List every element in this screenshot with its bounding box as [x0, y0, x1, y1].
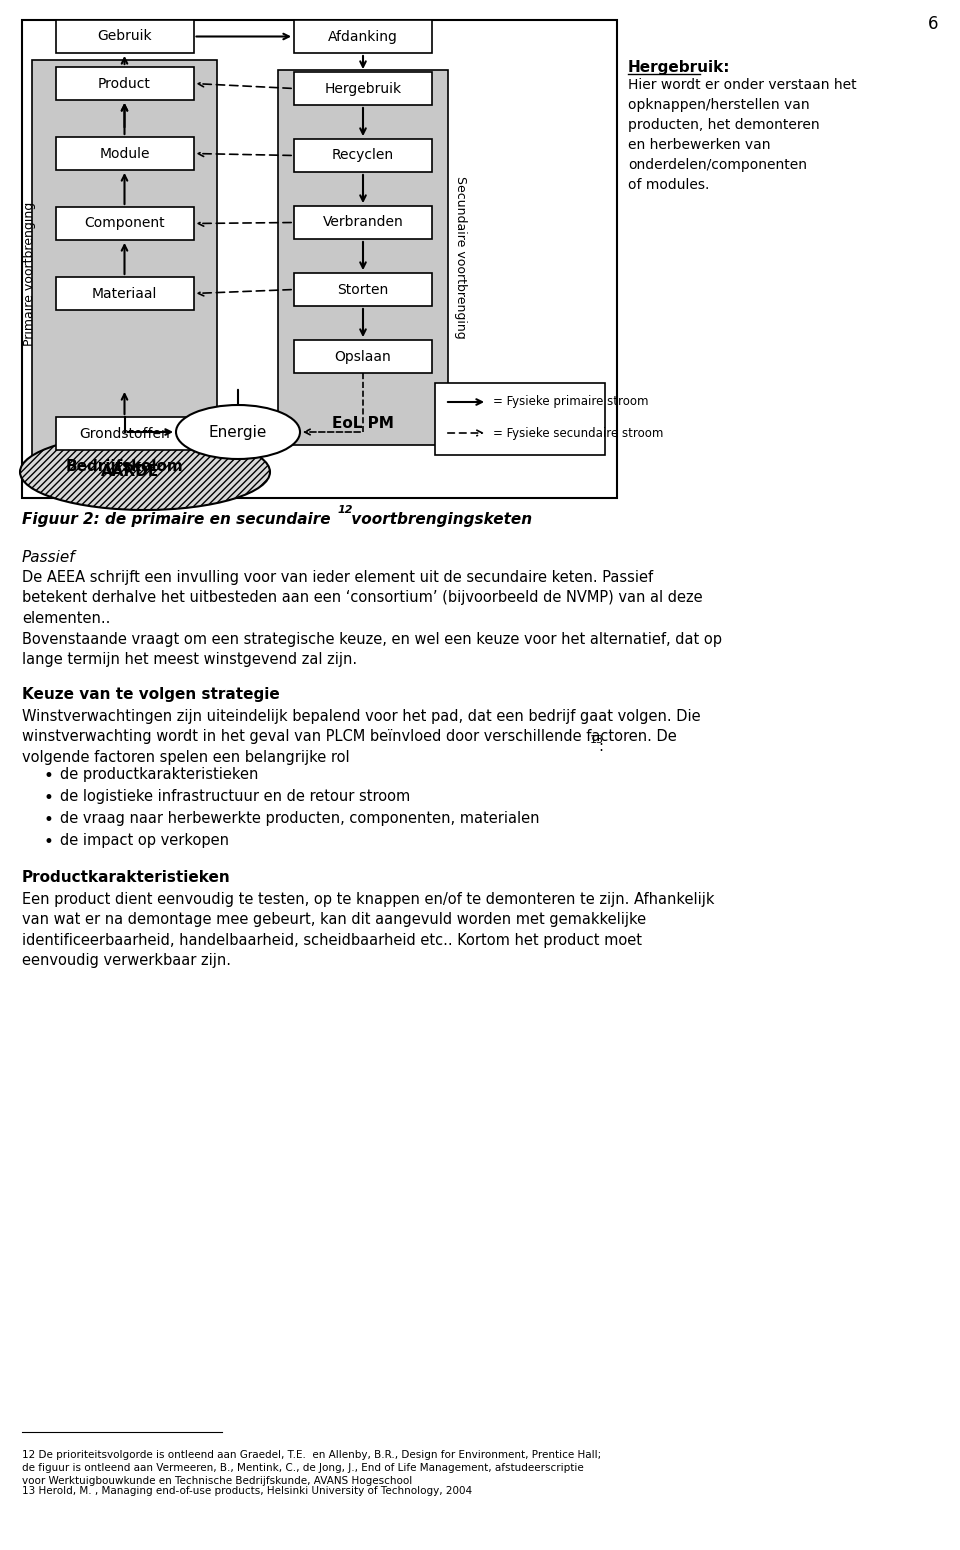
Text: de impact op verkopen: de impact op verkopen	[60, 832, 229, 848]
Text: Storten: Storten	[337, 282, 389, 296]
Text: Verbranden: Verbranden	[323, 215, 403, 229]
Text: 13 Herold, M. , Managing end-of-use products, Helsinki University of Technology,: 13 Herold, M. , Managing end-of-use prod…	[22, 1486, 472, 1496]
Text: de productkarakteristieken: de productkarakteristieken	[60, 767, 258, 783]
FancyBboxPatch shape	[278, 70, 448, 445]
FancyBboxPatch shape	[56, 20, 194, 53]
Text: Een product dient eenvoudig te testen, op te knappen en/of te demonteren te zijn: Een product dient eenvoudig te testen, o…	[22, 891, 714, 969]
Text: AARDE: AARDE	[101, 465, 159, 479]
FancyBboxPatch shape	[56, 136, 194, 170]
FancyBboxPatch shape	[435, 383, 605, 456]
Text: 13: 13	[590, 735, 604, 746]
Text: Primaire voortbrenging: Primaire voortbrenging	[23, 202, 36, 346]
Text: Bovenstaande vraagt om een strategische keuze, en wel een keuze voor het alterna: Bovenstaande vraagt om een strategische …	[22, 632, 722, 668]
Text: Afdanking: Afdanking	[328, 29, 398, 43]
Text: de logistieke infrastructuur en de retour stroom: de logistieke infrastructuur en de retou…	[60, 789, 410, 804]
Text: Winstverwachtingen zijn uiteindelijk bepalend voor het pad, dat een bedrijf gaat: Winstverwachtingen zijn uiteindelijk bep…	[22, 708, 701, 764]
Text: EoL PM: EoL PM	[332, 415, 394, 431]
Text: de vraag naar herbewerkte producten, componenten, materialen: de vraag naar herbewerkte producten, com…	[60, 811, 540, 826]
FancyBboxPatch shape	[294, 206, 432, 239]
Text: voortbrengingsketen: voortbrengingsketen	[346, 512, 532, 527]
FancyBboxPatch shape	[56, 208, 194, 240]
FancyBboxPatch shape	[294, 71, 432, 105]
Text: = Fysieke primaire stroom: = Fysieke primaire stroom	[493, 395, 649, 409]
Text: Hier wordt er onder verstaan het
opknappen/herstellen van
producten, het demonte: Hier wordt er onder verstaan het opknapp…	[628, 78, 856, 192]
Text: Product: Product	[98, 76, 151, 90]
Text: Hergebruik:: Hergebruik:	[628, 60, 731, 74]
Text: Productkarakteristieken: Productkarakteristieken	[22, 870, 230, 885]
Text: 12: 12	[338, 505, 353, 515]
Text: :: :	[598, 739, 603, 753]
Text: Opslaan: Opslaan	[335, 349, 392, 364]
Text: •: •	[44, 767, 54, 784]
Text: Passief: Passief	[22, 550, 76, 566]
Text: Recyclen: Recyclen	[332, 149, 394, 163]
FancyBboxPatch shape	[22, 20, 617, 498]
FancyBboxPatch shape	[56, 277, 194, 310]
Text: Component: Component	[84, 217, 165, 231]
Text: Secundaire voortbrenging: Secundaire voortbrenging	[453, 177, 467, 339]
FancyBboxPatch shape	[294, 339, 432, 374]
FancyBboxPatch shape	[294, 140, 432, 172]
Text: 6: 6	[927, 16, 938, 33]
FancyBboxPatch shape	[32, 60, 217, 488]
Text: •: •	[44, 811, 54, 829]
FancyBboxPatch shape	[294, 20, 432, 53]
FancyBboxPatch shape	[56, 417, 194, 450]
Text: Keuze van te volgen strategie: Keuze van te volgen strategie	[22, 687, 279, 702]
Text: De AEEA schrijft een invulling voor van ieder element uit de secundaire keten. P: De AEEA schrijft een invulling voor van …	[22, 570, 703, 626]
Text: = Fysieke secundaire stroom: = Fysieke secundaire stroom	[493, 426, 663, 440]
Text: Grondstoffen: Grondstoffen	[79, 426, 170, 440]
FancyBboxPatch shape	[294, 273, 432, 305]
Text: Materiaal: Materiaal	[92, 287, 157, 301]
Ellipse shape	[20, 434, 270, 510]
Text: 12 De prioriteitsvolgorde is ontleend aan Graedel, T.E.  en Allenby, B.R., Desig: 12 De prioriteitsvolgorde is ontleend aa…	[22, 1449, 601, 1485]
Text: Hergebruik: Hergebruik	[324, 82, 401, 96]
Text: Energie: Energie	[209, 425, 267, 440]
Text: •: •	[44, 832, 54, 851]
Text: Gebruik: Gebruik	[97, 29, 152, 43]
Text: Figuur 2: de primaire en secundaire: Figuur 2: de primaire en secundaire	[22, 512, 330, 527]
Text: •: •	[44, 789, 54, 808]
FancyBboxPatch shape	[56, 67, 194, 101]
Text: Bedrijfskolom: Bedrijfskolom	[65, 459, 183, 473]
Ellipse shape	[176, 405, 300, 459]
Text: Module: Module	[99, 147, 150, 161]
